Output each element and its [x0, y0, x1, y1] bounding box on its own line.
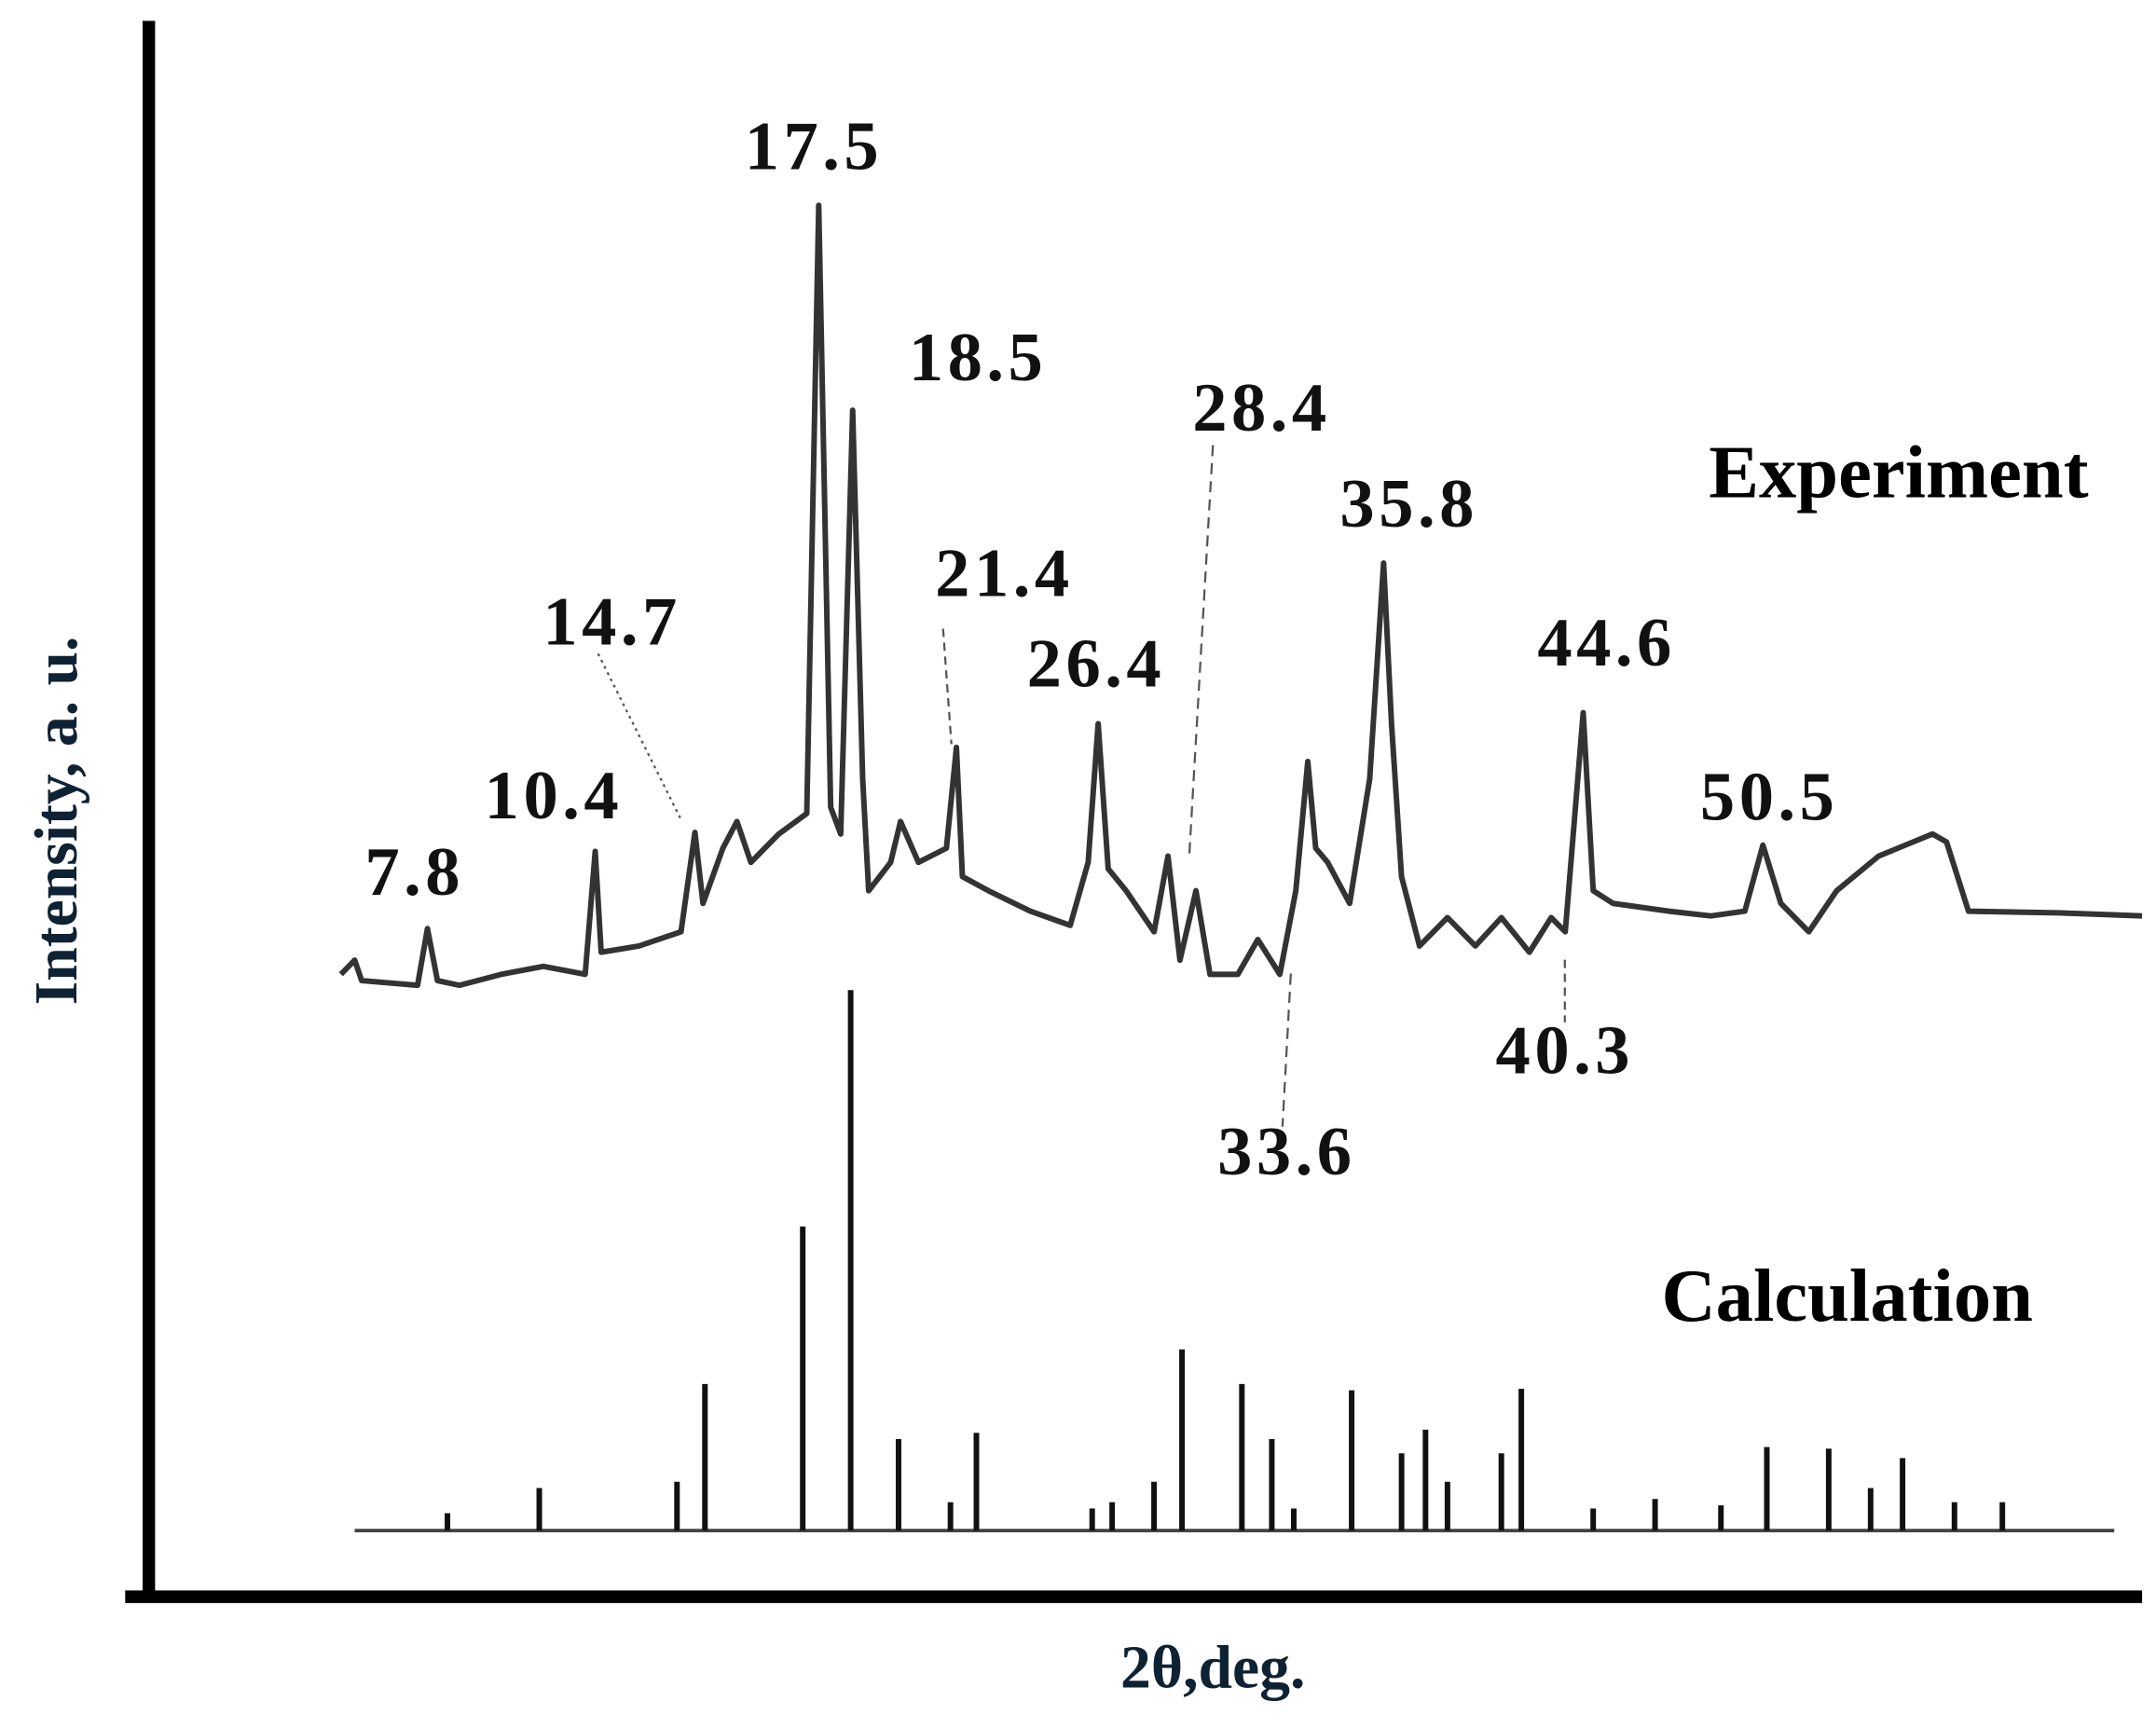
peak-label: 10.4 [485, 758, 623, 834]
peak-label: 44.6 [1537, 605, 1675, 681]
leader-line [1281, 973, 1292, 1127]
series-label: Experiment [1709, 431, 2088, 514]
peak-label: 7.8 [364, 834, 464, 911]
peak-label: 40.3 [1496, 1012, 1634, 1089]
x-axis-title: 2θ,deg. [1120, 1633, 1305, 1701]
y-axis-title: Intensity, a. u. [22, 637, 90, 1006]
peak-label: 35.8 [1339, 466, 1477, 542]
peak-label: 50.5 [1700, 760, 1838, 836]
peak-label: 28.4 [1192, 370, 1330, 446]
peak-label: 21.4 [935, 535, 1073, 611]
peak-label: 18.5 [909, 320, 1047, 396]
peak-label: 14.7 [542, 584, 680, 661]
peak-label: 26.4 [1027, 625, 1165, 702]
leader-line [941, 628, 953, 745]
peak-label: 33.6 [1217, 1114, 1355, 1190]
peak-label: 17.5 [745, 108, 883, 185]
experiment-line [338, 202, 2143, 989]
leader-line [597, 652, 683, 821]
leader-line [1188, 445, 1215, 856]
series-label: Calculation [1661, 1255, 2032, 1338]
